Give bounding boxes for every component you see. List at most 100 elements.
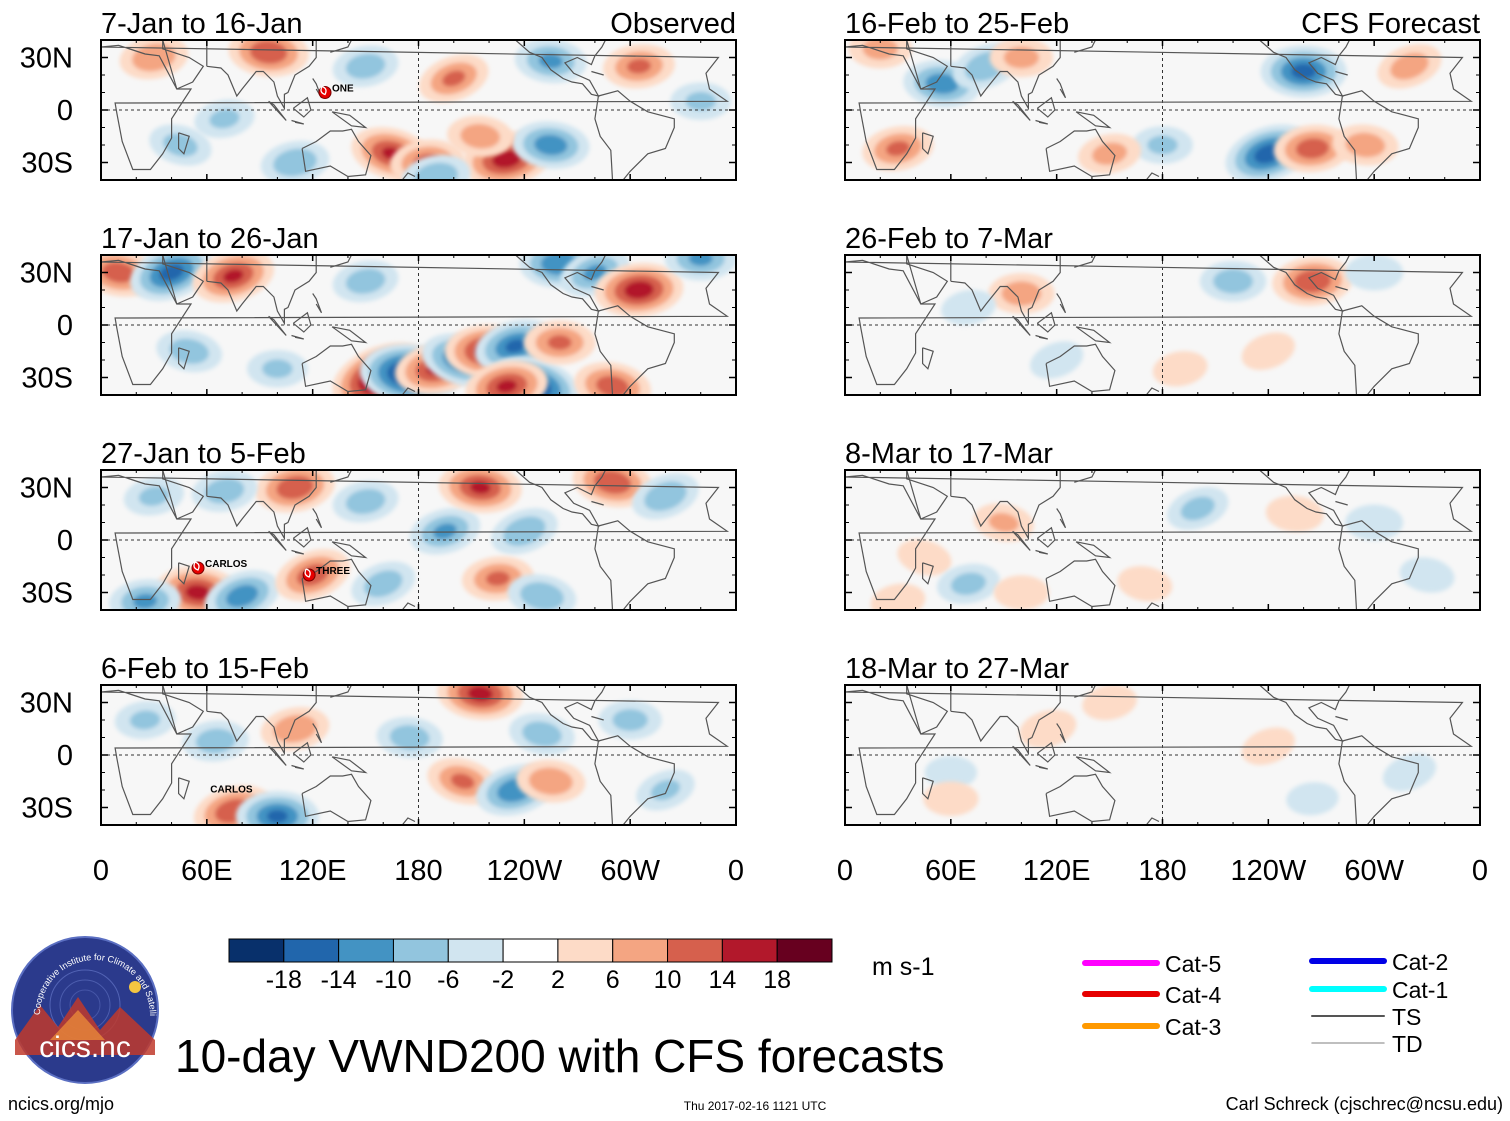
anomaly-blob [447, 115, 514, 157]
coastline [1338, 305, 1419, 395]
coastline [1036, 96, 1056, 118]
footer-author: Carl Schreck (cjschrec@ncsu.edu) [1226, 1094, 1503, 1114]
coastline [591, 70, 604, 76]
storm-marker: THREE [302, 566, 350, 582]
panel: ONE 7-Jan to 16-Jan Observed 30N 0 30S [20, 8, 737, 181]
panel-date-label: 16-Feb to 25-Feb [845, 8, 1069, 40]
y-tick-label: 30N [20, 43, 73, 75]
anomaly-blob [409, 508, 481, 555]
storm-legend-item: Cat-1 [1309, 977, 1448, 1003]
anomaly-blob [1030, 341, 1084, 379]
panel-date-label: 6-Feb to 15-Feb [101, 653, 309, 685]
x-tick-label: 120E [1023, 855, 1091, 887]
coastline [594, 735, 675, 825]
coastline [1035, 764, 1048, 770]
coastline [950, 470, 1061, 541]
coastline [331, 756, 368, 774]
coastline [1145, 817, 1160, 825]
coastline [1338, 735, 1419, 825]
y-tick-label: 0 [57, 740, 73, 772]
anomaly-blob [351, 561, 416, 607]
panel: 8-Mar to 17-Mar [844, 438, 1481, 611]
coastline [206, 470, 317, 541]
coastline [922, 132, 934, 155]
anomaly-blob [1199, 260, 1267, 302]
x-tick-label: 0 [1472, 855, 1488, 887]
coastline [206, 255, 317, 326]
coastline [591, 500, 604, 506]
anomaly-blob [1382, 753, 1437, 792]
coastline [1145, 387, 1160, 395]
storm-legend-label: Cat-2 [1392, 949, 1448, 975]
coastline [301, 558, 372, 608]
coastline [1036, 741, 1056, 763]
coastline [178, 347, 190, 370]
anomaly-blob [1345, 255, 1404, 291]
coastline [291, 549, 304, 555]
colorbar-swatch [776, 938, 833, 963]
anomaly-blob [194, 99, 255, 139]
anomaly-blob [603, 44, 675, 89]
storm-name: CARLOS [210, 785, 253, 796]
x-tick-label: 120W [486, 855, 562, 887]
anomaly-blob [1286, 782, 1339, 816]
coastline [292, 311, 312, 333]
units-label: m s-1 [872, 953, 935, 981]
anomaly-blob [204, 570, 280, 610]
storm-marker: CARLOS [191, 559, 248, 575]
coastline [950, 255, 1061, 326]
colorbar-level-label: 10 [654, 966, 682, 994]
anomaly-blob [228, 40, 309, 77]
coastline [301, 343, 372, 393]
anomaly-blob [114, 701, 176, 739]
storm-legend-item: Cat-3 [1082, 1014, 1221, 1040]
anomaly-blob [989, 40, 1054, 78]
x-tick-label: 0 [837, 855, 853, 887]
coastline [292, 741, 312, 763]
y-tick-label: 30S [21, 148, 73, 180]
anomaly-blob [401, 154, 471, 180]
coastline [1075, 541, 1112, 559]
anomaly-blob [1260, 45, 1347, 98]
anomaly-blob [109, 579, 182, 610]
coastline [845, 474, 1474, 601]
coastline [515, 685, 607, 742]
x-tick-label: 180 [1138, 855, 1186, 887]
panel-date-label: 8-Mar to 17-Mar [845, 438, 1053, 470]
panel-date-label: 7-Jan to 16-Jan [101, 8, 303, 40]
coastline [1338, 520, 1419, 610]
storm-marker: CARLOS [210, 785, 253, 796]
coastline [292, 96, 312, 118]
storm-marker: ONE [318, 84, 354, 99]
coastline [1145, 602, 1160, 610]
x-tick-label: 60E [181, 855, 233, 887]
y-tick-label: 30N [20, 473, 73, 505]
x-tick-label: 0 [93, 855, 109, 887]
coastline [1045, 558, 1116, 608]
coastline [1075, 111, 1112, 129]
coastline [594, 520, 675, 610]
colorbar-level-label: 6 [606, 966, 620, 994]
coastline [401, 817, 416, 825]
coastline [330, 685, 353, 698]
coastline [331, 111, 368, 129]
coastline [301, 773, 372, 823]
storm-name: THREE [316, 566, 350, 577]
coastline [1056, 78, 1067, 99]
coastline [922, 562, 934, 585]
y-tick-label: 0 [57, 310, 73, 342]
storm-legend-label: Cat-3 [1165, 1014, 1221, 1040]
anomaly-blob [437, 685, 524, 720]
colorbar-level-label: -2 [492, 966, 514, 994]
coastline [1035, 549, 1048, 555]
anomaly-blob [235, 791, 319, 825]
coastline [101, 259, 730, 386]
anomaly-blob [632, 473, 699, 520]
x-tick-label: 120E [279, 855, 347, 887]
panel: 18-Mar to 27-Mar [844, 653, 1481, 826]
coastline [1056, 508, 1067, 529]
storm-name: ONE [332, 84, 354, 95]
coastline [906, 40, 949, 90]
colorbar-swatch [447, 938, 504, 963]
panel-date-label: 18-Mar to 27-Mar [845, 653, 1069, 685]
